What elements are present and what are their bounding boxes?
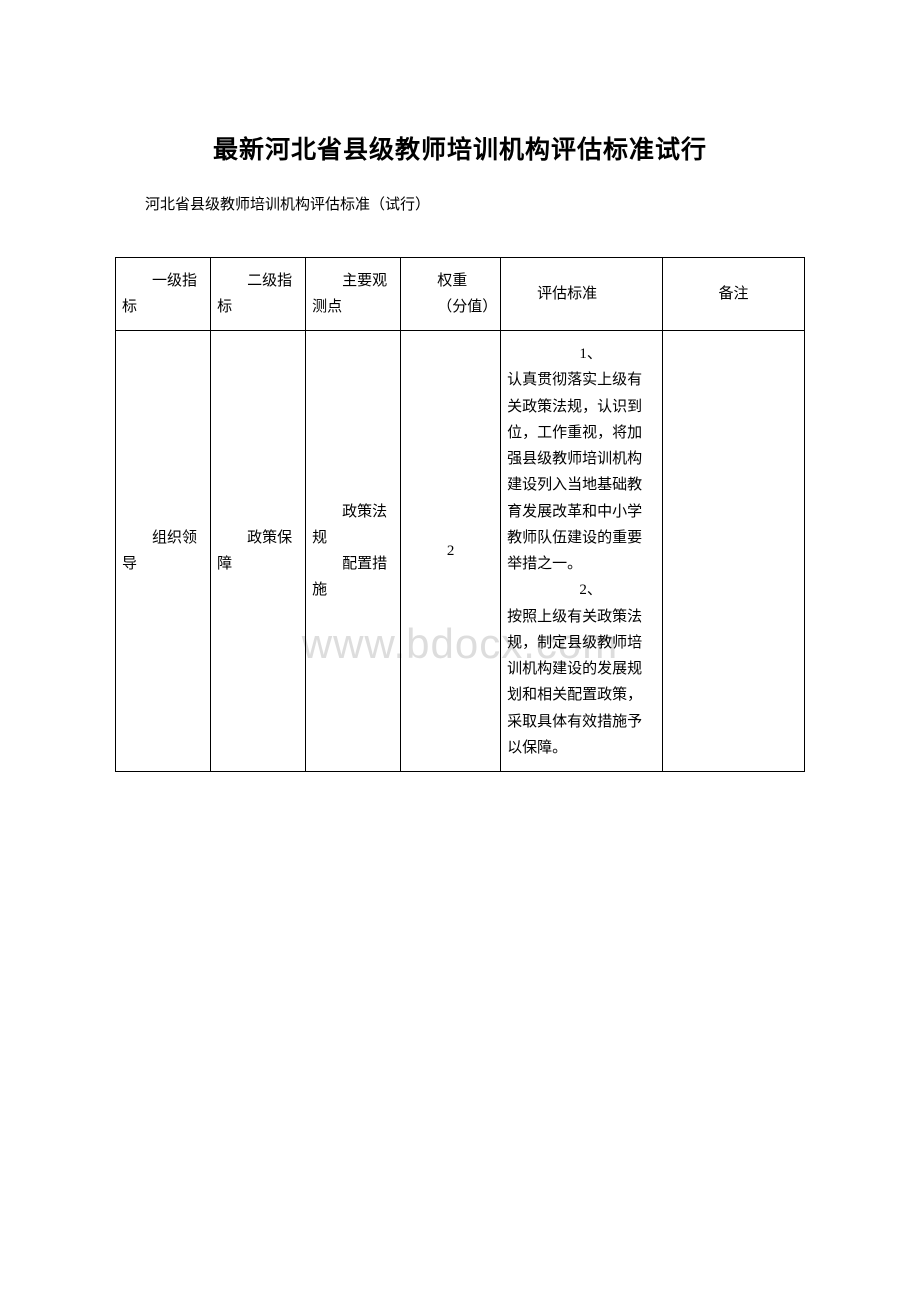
evaluation-table: 一级指标 二级指标 主要观测点 权重 （分值） 评估标准 备注 组织领导 政策保… [115,257,805,773]
cell-observation-line2: 配置措施 [312,551,394,604]
table-container: 一级指标 二级指标 主要观测点 权重 （分值） 评估标准 备注 组织领导 政策保… [115,257,805,773]
standard-text-1: 认真贯彻落实上级有关政策法规，认识到位，工作重视，将加强县级教师培训机构建设列入… [507,367,656,577]
cell-observation: 政策法规 配置措施 [306,331,401,772]
cell-weight: 2 [401,331,501,772]
header-observation: 主要观测点 [306,257,401,331]
header-observation-text: 主要观测点 [312,268,394,321]
cell-level2: 政策保障 [211,331,306,772]
header-remarks: 备注 [663,257,805,331]
document-subtitle: 河北省县级教师培训机构评估标准（试行） [115,194,805,217]
header-standard: 评估标准 [501,257,663,331]
header-level1-text: 一级指标 [122,268,204,321]
header-remarks-text: 备注 [719,286,749,302]
table-row: 组织领导 政策保障 政策法规 配置措施 2 1、 认真贯彻落实上级有关政策法规，… [116,331,805,772]
cell-level2-text: 政策保障 [217,525,299,578]
cell-level1-text: 组织领导 [122,525,204,578]
table-header-row: 一级指标 二级指标 主要观测点 权重 （分值） 评估标准 备注 [116,257,805,331]
cell-weight-text: 2 [447,543,455,559]
header-level1: 一级指标 [116,257,211,331]
standard-num-2: 2、 [507,577,656,603]
cell-standard: 1、 认真贯彻落实上级有关政策法规，认识到位，工作重视，将加强县级教师培训机构建… [501,331,663,772]
header-weight-line2: （分值） [407,294,494,320]
cell-remarks [663,331,805,772]
header-weight: 权重 （分值） [401,257,501,331]
cell-observation-line1: 政策法规 [312,499,394,552]
standard-text-2: 按照上级有关政策法规，制定县级教师培训机构建设的发展规划和相关配置政策，采取具体… [507,604,656,762]
header-weight-line1: 权重 [407,268,494,294]
header-level2-text: 二级指标 [217,268,299,321]
document-title: 最新河北省县级教师培训机构评估标准试行 [115,130,805,166]
header-standard-text: 评估标准 [507,281,656,307]
cell-level1: 组织领导 [116,331,211,772]
header-level2: 二级指标 [211,257,306,331]
standard-num-1: 1、 [507,341,656,367]
